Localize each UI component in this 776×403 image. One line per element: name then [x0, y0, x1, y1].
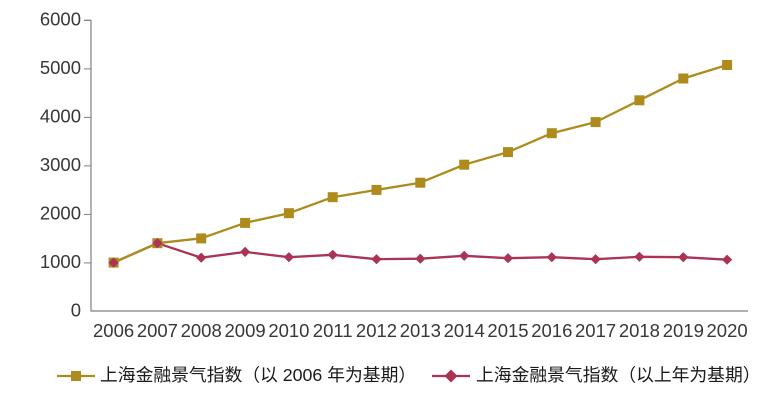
svg-text:2012: 2012 [356, 320, 397, 341]
svg-text:2016: 2016 [531, 320, 572, 341]
svg-text:2020: 2020 [707, 320, 748, 341]
svg-text:上海金融景气指数（以 2006 年为基期）: 上海金融景气指数（以 2006 年为基期） [100, 365, 416, 385]
svg-text:4000: 4000 [40, 106, 81, 127]
svg-text:1000: 1000 [40, 251, 81, 272]
svg-text:2007: 2007 [137, 320, 178, 341]
svg-text:6000: 6000 [40, 9, 81, 30]
svg-text:2017: 2017 [575, 320, 616, 341]
svg-text:2010: 2010 [268, 320, 309, 341]
svg-text:2014: 2014 [444, 320, 485, 341]
svg-text:3000: 3000 [40, 154, 81, 175]
svg-text:2006: 2006 [93, 320, 134, 341]
svg-text:2019: 2019 [663, 320, 704, 341]
svg-text:2009: 2009 [225, 320, 266, 341]
svg-text:2015: 2015 [487, 320, 528, 341]
svg-text:上海金融景气指数（以上年为基期）: 上海金融景气指数（以上年为基期） [476, 365, 761, 385]
svg-text:0: 0 [71, 300, 81, 321]
svg-text:2008: 2008 [181, 320, 222, 341]
svg-text:2013: 2013 [400, 320, 441, 341]
svg-text:2018: 2018 [619, 320, 660, 341]
svg-text:2000: 2000 [40, 203, 81, 224]
svg-text:2011: 2011 [313, 320, 353, 341]
svg-text:5000: 5000 [40, 57, 81, 78]
